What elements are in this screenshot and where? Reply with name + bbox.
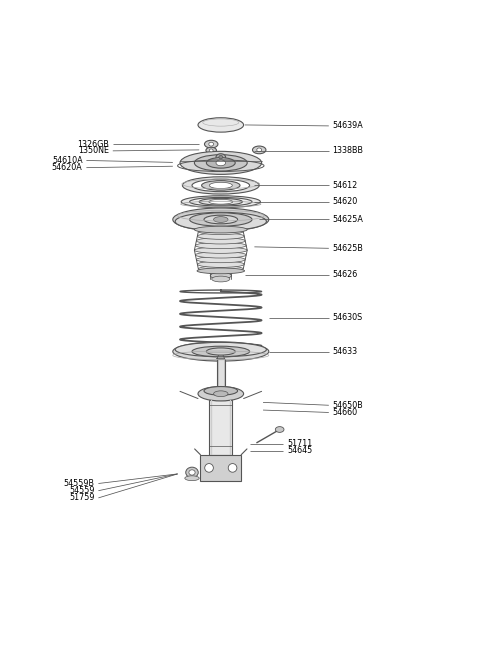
Ellipse shape (199, 198, 242, 205)
Text: 51711: 51711 (287, 439, 312, 448)
Ellipse shape (204, 215, 238, 224)
Ellipse shape (214, 217, 228, 223)
Text: 54639A: 54639A (333, 121, 363, 130)
Ellipse shape (228, 464, 237, 472)
Ellipse shape (206, 158, 235, 168)
Ellipse shape (206, 147, 216, 153)
Bar (201, 455, 241, 481)
Ellipse shape (204, 140, 218, 148)
Ellipse shape (194, 155, 247, 171)
Ellipse shape (205, 464, 213, 472)
Ellipse shape (189, 470, 195, 475)
Ellipse shape (197, 268, 244, 274)
Ellipse shape (210, 272, 231, 279)
Ellipse shape (252, 146, 266, 154)
Ellipse shape (209, 182, 232, 189)
Ellipse shape (197, 261, 244, 267)
Ellipse shape (209, 199, 233, 204)
Ellipse shape (182, 177, 259, 194)
Ellipse shape (204, 386, 238, 395)
Ellipse shape (194, 226, 247, 233)
Ellipse shape (257, 148, 262, 152)
Ellipse shape (181, 196, 261, 208)
Ellipse shape (198, 266, 243, 272)
Text: 54630S: 54630S (333, 313, 363, 322)
Ellipse shape (212, 276, 230, 282)
Ellipse shape (175, 343, 266, 357)
Ellipse shape (185, 476, 199, 481)
Ellipse shape (186, 467, 198, 477)
Text: 54559: 54559 (69, 486, 95, 495)
Text: 54620A: 54620A (52, 163, 83, 172)
Ellipse shape (276, 426, 284, 432)
Ellipse shape (202, 181, 240, 190)
Ellipse shape (198, 118, 244, 132)
Ellipse shape (173, 208, 269, 231)
Ellipse shape (216, 154, 226, 160)
Text: 1350NE: 1350NE (78, 146, 109, 155)
Ellipse shape (206, 348, 235, 355)
Ellipse shape (209, 268, 233, 276)
Ellipse shape (198, 386, 244, 401)
Text: 54620: 54620 (333, 197, 358, 206)
Bar (217, 359, 225, 390)
Text: 54626: 54626 (333, 271, 358, 279)
Ellipse shape (219, 155, 223, 159)
Ellipse shape (214, 391, 228, 397)
Ellipse shape (216, 160, 226, 166)
Ellipse shape (192, 346, 250, 357)
Ellipse shape (196, 238, 245, 244)
Bar (209, 400, 232, 455)
Ellipse shape (198, 229, 243, 234)
Ellipse shape (190, 197, 252, 206)
Ellipse shape (190, 213, 252, 226)
Ellipse shape (195, 252, 246, 258)
Text: 1338BB: 1338BB (333, 146, 364, 155)
Ellipse shape (195, 242, 246, 249)
Text: 1326GB: 1326GB (77, 140, 109, 149)
Polygon shape (217, 350, 225, 359)
Text: 54612: 54612 (333, 181, 358, 190)
Text: 54559B: 54559B (63, 479, 95, 488)
Text: 54660: 54660 (333, 408, 358, 417)
Text: 54645: 54645 (287, 446, 312, 455)
Text: 54610A: 54610A (52, 156, 83, 165)
Ellipse shape (209, 142, 214, 146)
Ellipse shape (173, 342, 269, 361)
Text: 54650B: 54650B (333, 401, 363, 410)
Ellipse shape (192, 179, 250, 192)
Ellipse shape (180, 151, 262, 174)
Text: 54625A: 54625A (333, 215, 363, 223)
Text: 54633: 54633 (333, 347, 358, 356)
Ellipse shape (194, 247, 247, 253)
Ellipse shape (175, 212, 266, 231)
Text: 54625B: 54625B (333, 244, 363, 253)
Ellipse shape (209, 149, 213, 152)
Text: 51759: 51759 (69, 493, 95, 502)
Ellipse shape (197, 233, 244, 239)
Ellipse shape (196, 257, 245, 263)
